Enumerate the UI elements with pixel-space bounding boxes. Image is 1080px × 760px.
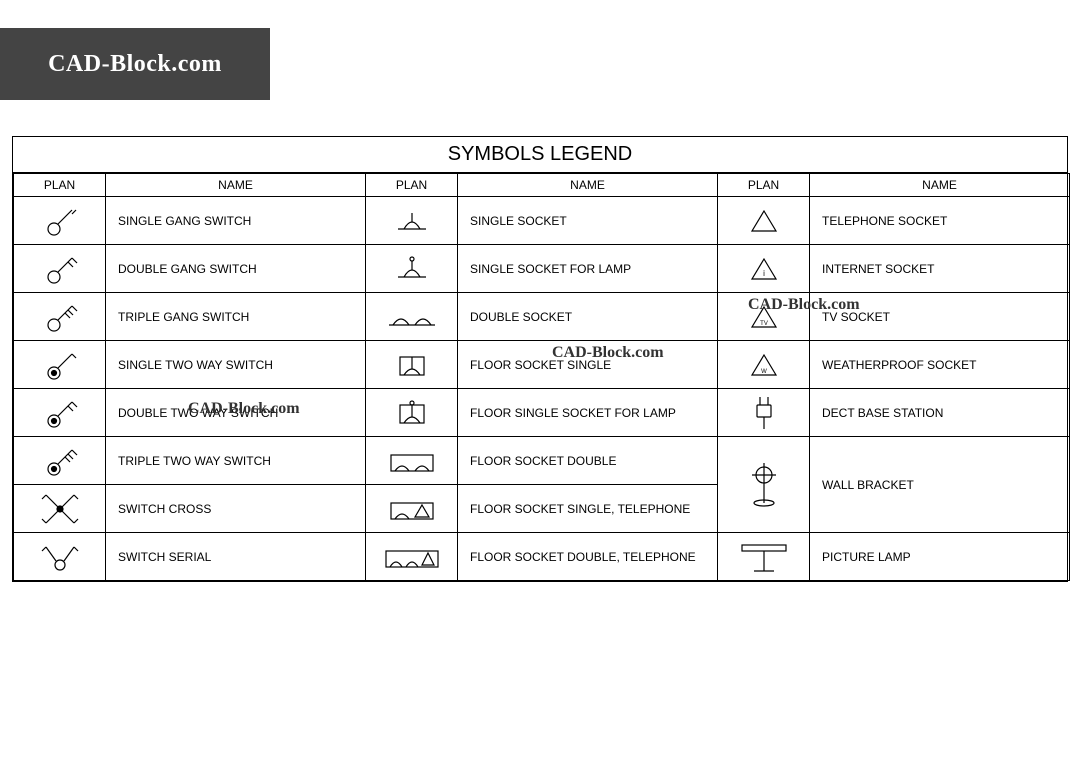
symbol-single-two-way-switch	[14, 341, 106, 389]
table-row: TRIPLE GANG SWITCH DOUBLE SOCKET TV TV S…	[14, 293, 1070, 341]
symbol-tv-socket: TV	[718, 293, 810, 341]
legend-table: PLAN NAME PLAN NAME PLAN NAME SINGLE GAN…	[13, 173, 1070, 581]
table-row: SINGLE TWO WAY SWITCH FLOOR SOCKET SINGL…	[14, 341, 1070, 389]
header-name-2: NAME	[458, 174, 718, 197]
label-cell: SINGLE SOCKET	[458, 197, 718, 245]
header-plan-1: PLAN	[14, 174, 106, 197]
svg-text:i: i	[763, 269, 765, 278]
table-row: DOUBLE TWO WAY SWITCH FLOOR SINGLE SOCKE…	[14, 389, 1070, 437]
symbol-dect-base-station	[718, 389, 810, 437]
label-cell: TELEPHONE SOCKET	[810, 197, 1070, 245]
symbols-legend-panel: SYMBOLS LEGEND PLAN NAME PLAN NAME PLAN …	[12, 136, 1068, 582]
label-cell: TV SOCKET	[810, 293, 1070, 341]
symbol-telephone-socket	[718, 197, 810, 245]
symbol-triple-gang-switch	[14, 293, 106, 341]
label-cell: WEATHERPROOF SOCKET	[810, 341, 1070, 389]
label-cell: SINGLE TWO WAY SWITCH	[106, 341, 366, 389]
label-cell: FLOOR SOCKET DOUBLE, TELEPHONE	[458, 533, 718, 581]
symbol-picture-lamp	[718, 533, 810, 581]
label-cell: FLOOR SINGLE SOCKET FOR LAMP	[458, 389, 718, 437]
symbol-triple-two-way-switch	[14, 437, 106, 485]
label-cell: INTERNET SOCKET	[810, 245, 1070, 293]
label-cell: DOUBLE SOCKET	[458, 293, 718, 341]
symbol-switch-serial	[14, 533, 106, 581]
symbol-wall-bracket	[718, 437, 810, 533]
svg-text:TV: TV	[760, 321, 768, 327]
table-row: SINGLE GANG SWITCH SINGLE SOCKET TELEPHO…	[14, 197, 1070, 245]
header-plan-2: PLAN	[366, 174, 458, 197]
header-name-3: NAME	[810, 174, 1070, 197]
symbol-double-socket	[366, 293, 458, 341]
label-cell: SINGLE GANG SWITCH	[106, 197, 366, 245]
label-cell: SINGLE SOCKET FOR LAMP	[458, 245, 718, 293]
symbol-switch-cross	[14, 485, 106, 533]
symbol-single-socket	[366, 197, 458, 245]
label-cell: TRIPLE GANG SWITCH	[106, 293, 366, 341]
label-cell: FLOOR SOCKET SINGLE, TELEPHONE	[458, 485, 718, 533]
symbol-floor-socket-single-telephone	[366, 485, 458, 533]
label-cell: TRIPLE TWO WAY SWITCH	[106, 437, 366, 485]
table-row: TRIPLE TWO WAY SWITCH FLOOR SOCKET DOUBL…	[14, 437, 1070, 485]
label-cell: WALL BRACKET	[810, 437, 1070, 533]
label-cell: DOUBLE TWO WAY SWITCH	[106, 389, 366, 437]
label-cell: SWITCH CROSS	[106, 485, 366, 533]
label-cell: DECT BASE STATION	[810, 389, 1070, 437]
brand-logo-text: CAD-Block.com	[48, 51, 222, 78]
symbol-single-socket-lamp	[366, 245, 458, 293]
symbol-single-gang-switch	[14, 197, 106, 245]
label-cell: PICTURE LAMP	[810, 533, 1070, 581]
symbol-floor-single-socket-lamp	[366, 389, 458, 437]
brand-logo: CAD-Block.com	[0, 28, 270, 100]
table-row: SWITCH SERIAL FLOOR SOCKET DOUBLE, TELEP…	[14, 533, 1070, 581]
header-name-1: NAME	[106, 174, 366, 197]
header-plan-3: PLAN	[718, 174, 810, 197]
label-cell: SWITCH SERIAL	[106, 533, 366, 581]
symbol-floor-socket-single	[366, 341, 458, 389]
table-row: DOUBLE GANG SWITCH SINGLE SOCKET FOR LAM…	[14, 245, 1070, 293]
symbol-double-gang-switch	[14, 245, 106, 293]
legend-title: SYMBOLS LEGEND	[13, 137, 1067, 173]
label-cell: FLOOR SOCKET SINGLE	[458, 341, 718, 389]
symbol-weatherproof-socket: W	[718, 341, 810, 389]
symbol-double-two-way-switch	[14, 389, 106, 437]
label-cell: FLOOR SOCKET DOUBLE	[458, 437, 718, 485]
symbol-floor-socket-double-telephone	[366, 533, 458, 581]
symbol-internet-socket: i	[718, 245, 810, 293]
symbol-floor-socket-double	[366, 437, 458, 485]
svg-text:W: W	[761, 369, 767, 375]
legend-header-row: PLAN NAME PLAN NAME PLAN NAME	[14, 174, 1070, 197]
label-cell: DOUBLE GANG SWITCH	[106, 245, 366, 293]
